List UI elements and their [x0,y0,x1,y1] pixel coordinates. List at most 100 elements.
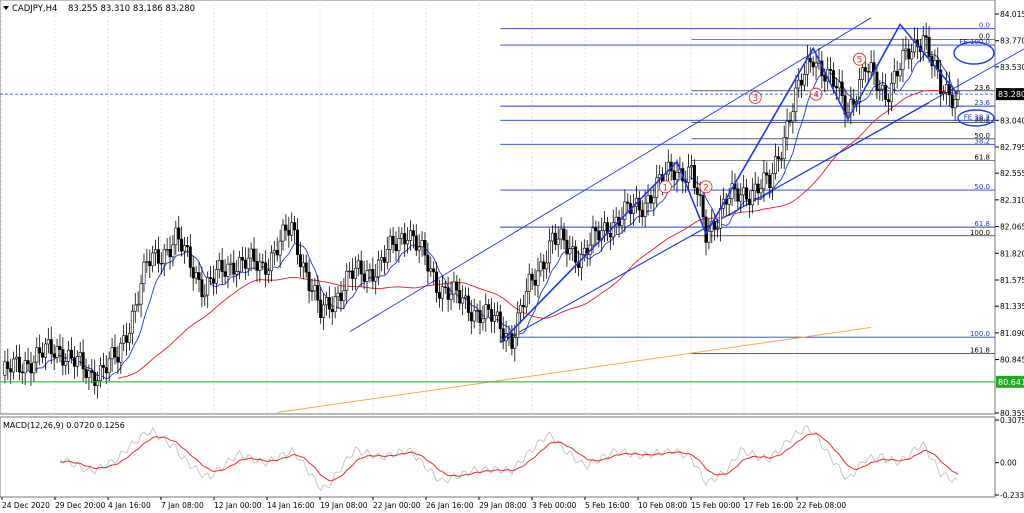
macd-label: MACD(12,26,9) 0.0720 0.1256 [3,421,125,430]
candle-bull [420,240,424,248]
candle-bear [823,75,827,82]
triangle-down-icon[interactable] [3,6,9,10]
time-axis: 24 Dec 2020 29 Dec 20:00 4 Jan 16:00 7 Jan … [1,497,846,510]
candle-bull [475,310,479,312]
candle-bear [808,57,812,63]
fe-38-highlight-ellipse [957,109,995,127]
candle-bull [797,79,801,89]
x-tick-label: 14 Jan 16:00 [267,501,315,510]
candle-bull [559,228,563,240]
candle-bull [652,197,656,204]
candle-bull [956,90,960,100]
candle-bull [99,365,103,381]
candle-bull [139,283,143,305]
candle-bull [133,304,137,312]
candle-bear [443,286,447,288]
candle-bull [324,297,328,306]
candle-bull [87,370,91,378]
candle-bear [487,304,491,310]
candle-bull [429,268,433,272]
candle-bear [293,222,297,231]
y-tick-label: 81.335 [1000,302,1024,311]
candle-bear [608,233,612,238]
candle-bull [238,256,242,272]
candle-bear [437,292,441,299]
x-tick-label: 22 Jan 00:00 [373,501,421,510]
candle-bull [921,35,925,53]
candle-bear [382,257,386,263]
candle-bull [716,227,720,230]
retracement-level-label: 50.0 [974,132,990,140]
candle-bear [116,356,120,363]
candle-bear [649,195,653,204]
candle-bull [385,249,389,263]
candle-bull [342,290,346,302]
candle-bear [391,235,395,245]
candle-bull [484,304,488,320]
retracement-level-label: 100.0 [970,229,990,237]
candle-bull [400,233,404,239]
fib-level-label: FE 38.2 [964,113,990,121]
candle-bull [322,304,326,318]
candle-bear [185,245,189,248]
macd-signal-line [59,433,959,482]
candle-bear [125,335,129,343]
candle-bull [183,245,187,252]
candle-bear [745,187,749,200]
candle-bear [626,201,630,204]
candle-bull [12,358,16,373]
candle-bull [55,346,59,358]
candle-bull [794,87,798,112]
candle-bull [759,188,763,194]
y-tick-label: 82.555 [1000,169,1024,178]
candle-bull [620,218,624,226]
candle-bull [858,79,862,102]
candle-bull [742,187,746,196]
candle-bull [481,318,485,324]
candle-bull [536,270,540,286]
candle-bull [646,195,650,204]
candle-bull [953,99,957,109]
candle-bull [739,194,743,202]
candle-bear [695,187,699,195]
candle-bull [136,303,140,306]
candle-bull [269,252,273,272]
retracement-level-label: 38.2 [974,115,990,123]
candle-bear [756,183,760,194]
x-tick-label: 17 Feb 16:00 [744,501,793,510]
candle-bull [14,356,18,360]
y-tick-label: 83.040 [1000,116,1024,125]
candle-bear [698,194,702,196]
candle-bear [713,221,717,230]
macd-y-tick-label: 0.00 [1000,459,1017,468]
candle-bull [901,50,905,70]
candle-bear [574,246,578,263]
symbol-label: CADJPY,H4 [12,4,57,14]
candle-bear [327,297,331,310]
candle-bull [658,174,662,179]
candle-bull [377,259,381,278]
candle-bull [898,69,902,77]
candle-bear [264,262,268,275]
candle-bear [455,281,459,291]
candle-bear [58,346,62,350]
candle-bull [272,250,276,254]
candle-bull [582,247,586,255]
candle-bull [64,361,68,366]
wave-circle [658,180,672,194]
candle-bull [753,183,757,191]
y-tick-label: 83.770 [1000,37,1024,46]
candle-bear [200,279,204,298]
candle-bear [168,249,172,258]
candle-bull [675,172,679,180]
candle-bear [950,94,954,109]
wave-labels: 1 2 3 4 5 [658,52,866,194]
candle-bear [884,84,888,100]
candle-bull [345,271,349,291]
candle-bull [249,248,253,259]
candle-bull [235,271,239,275]
candle-bear [148,261,152,267]
candle-bear [403,233,407,245]
candle-bear [565,239,569,255]
